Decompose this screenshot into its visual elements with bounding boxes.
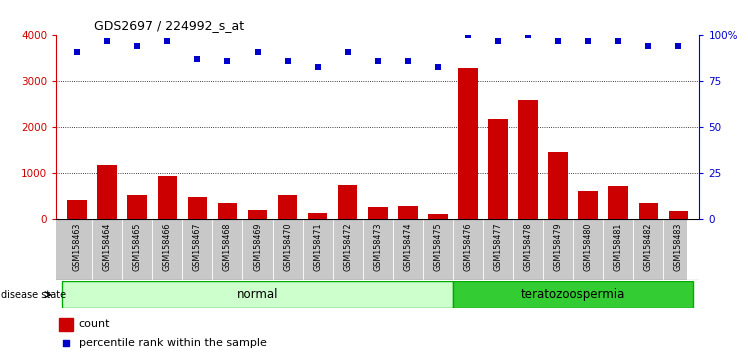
- Bar: [458, 68, 478, 219]
- Text: GSM158465: GSM158465: [132, 222, 142, 271]
- Bar: [158, 176, 177, 219]
- Text: GSM158470: GSM158470: [283, 222, 292, 271]
- Bar: [278, 195, 297, 219]
- Point: [61, 340, 73, 346]
- Text: GSM158482: GSM158482: [644, 222, 653, 271]
- Text: GSM158475: GSM158475: [433, 222, 442, 271]
- Point: [672, 44, 684, 49]
- Text: GSM158479: GSM158479: [554, 222, 562, 271]
- Text: GSM158469: GSM158469: [253, 222, 262, 271]
- Point: [612, 38, 624, 44]
- Point: [432, 64, 444, 69]
- Bar: [218, 203, 237, 219]
- Bar: [578, 191, 598, 219]
- Bar: [308, 213, 328, 219]
- Text: GSM158480: GSM158480: [583, 222, 592, 271]
- Text: GSM158476: GSM158476: [464, 222, 473, 271]
- Text: GSM158468: GSM158468: [223, 222, 232, 271]
- Bar: [453, 281, 693, 308]
- Bar: [428, 214, 447, 219]
- Text: GDS2697 / 224992_s_at: GDS2697 / 224992_s_at: [94, 19, 244, 32]
- Text: GSM158478: GSM158478: [524, 222, 533, 271]
- Point: [462, 33, 474, 38]
- Bar: [62, 281, 453, 308]
- Bar: [368, 207, 387, 219]
- Point: [281, 58, 293, 64]
- Bar: [608, 186, 628, 219]
- Point: [372, 58, 384, 64]
- Point: [312, 64, 324, 69]
- Bar: [127, 195, 147, 219]
- Point: [342, 49, 354, 55]
- Point: [402, 58, 414, 64]
- Bar: [398, 206, 417, 219]
- Text: GSM158483: GSM158483: [674, 222, 683, 271]
- Point: [71, 49, 83, 55]
- Bar: [67, 200, 87, 219]
- Text: GSM158472: GSM158472: [343, 222, 352, 271]
- Point: [582, 38, 594, 44]
- Point: [251, 49, 263, 55]
- Text: GSM158467: GSM158467: [193, 222, 202, 271]
- Point: [132, 44, 144, 49]
- Bar: [338, 184, 358, 219]
- Point: [643, 44, 654, 49]
- Bar: [97, 165, 117, 219]
- Bar: [59, 318, 73, 331]
- Text: disease state: disease state: [1, 290, 66, 300]
- Text: teratozoospermia: teratozoospermia: [521, 288, 625, 301]
- Text: GSM158473: GSM158473: [373, 222, 382, 271]
- Text: percentile rank within the sample: percentile rank within the sample: [79, 338, 266, 348]
- Point: [191, 57, 203, 62]
- Bar: [518, 100, 538, 219]
- Point: [101, 38, 113, 44]
- Bar: [248, 210, 267, 219]
- Text: GSM158481: GSM158481: [613, 222, 623, 271]
- Text: GSM158474: GSM158474: [403, 222, 412, 271]
- Text: normal: normal: [237, 288, 278, 301]
- Text: GSM158464: GSM158464: [102, 222, 111, 271]
- Bar: [188, 198, 207, 219]
- Bar: [548, 152, 568, 219]
- Point: [162, 38, 174, 44]
- Text: GSM158471: GSM158471: [313, 222, 322, 271]
- Point: [552, 38, 564, 44]
- Text: GSM158477: GSM158477: [494, 222, 503, 271]
- Bar: [639, 203, 658, 219]
- Point: [522, 33, 534, 38]
- Point: [221, 58, 233, 64]
- Point: [492, 38, 504, 44]
- Bar: [669, 211, 688, 219]
- Text: GSM158466: GSM158466: [163, 222, 172, 271]
- Text: GSM158463: GSM158463: [73, 222, 82, 271]
- Text: count: count: [79, 319, 110, 329]
- Bar: [488, 119, 508, 219]
